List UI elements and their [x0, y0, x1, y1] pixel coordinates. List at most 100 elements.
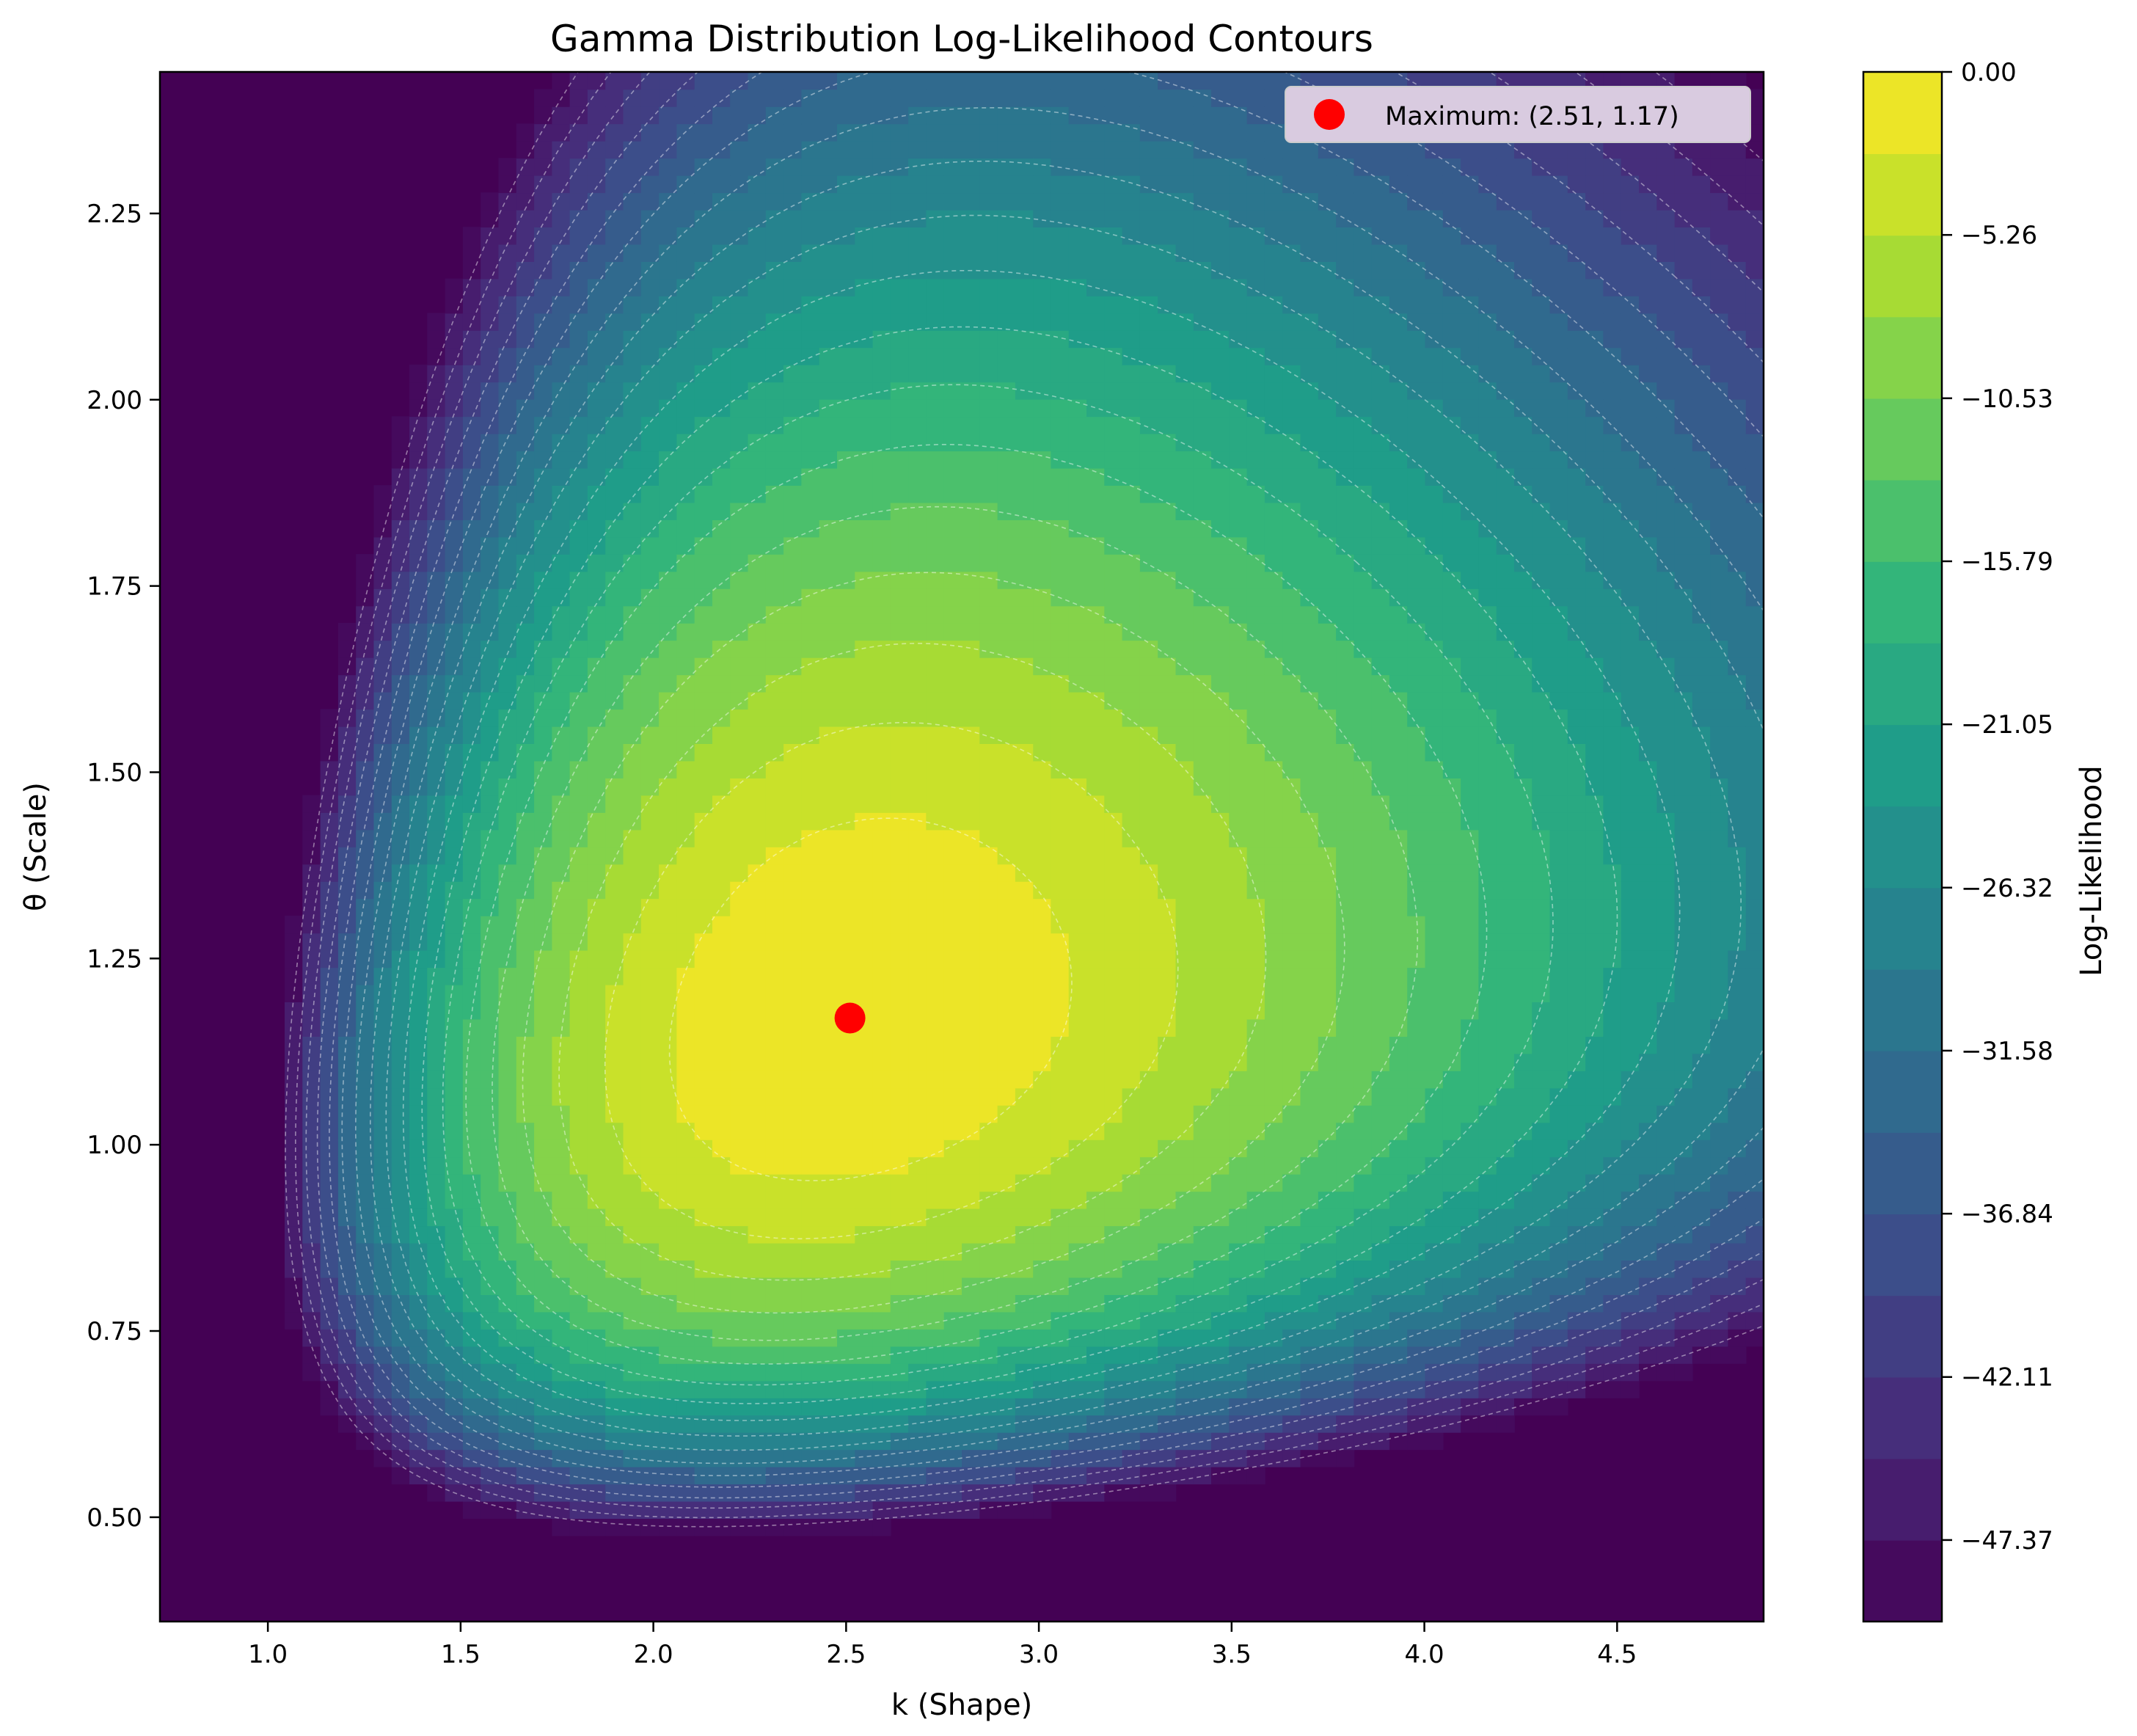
contour-cell — [1068, 915, 1087, 934]
contour-cell — [409, 898, 428, 916]
contour-cell — [1300, 519, 1319, 538]
contour-cell — [801, 640, 820, 658]
contour-cell — [783, 1087, 803, 1106]
contour-cell — [1175, 1087, 1194, 1106]
contour-cell — [1211, 984, 1230, 1002]
contour-cell — [623, 880, 642, 900]
contour-cell — [623, 347, 642, 365]
contour-cell — [855, 1208, 874, 1227]
contour-cell — [730, 1329, 749, 1347]
contour-cell — [409, 1277, 428, 1295]
contour-cell — [1175, 330, 1194, 349]
contour-cell — [1211, 72, 1230, 90]
contour-cell — [1051, 382, 1070, 400]
contour-cell — [445, 847, 464, 865]
contour-cell — [640, 1397, 660, 1416]
contour-cell — [694, 571, 713, 589]
contour-cell — [302, 933, 321, 951]
contour-cell — [1371, 296, 1390, 314]
contour-cell — [356, 1397, 375, 1416]
contour-cell — [926, 847, 945, 865]
contour-cell — [1354, 1018, 1373, 1037]
contour-cell — [587, 1242, 606, 1261]
contour-cell — [962, 1363, 981, 1382]
contour-cell — [481, 1260, 500, 1278]
contour-cell — [979, 588, 998, 607]
contour-cell — [997, 227, 1016, 245]
contour-cell — [890, 1002, 909, 1020]
contour-cell — [1229, 296, 1248, 314]
contour-cell — [481, 244, 500, 262]
contour-cell — [1354, 1397, 1373, 1416]
contour-cell — [373, 1363, 392, 1382]
contour-cell — [712, 140, 731, 159]
contour-cell — [1122, 1036, 1141, 1054]
contour-cell — [587, 1225, 606, 1244]
contour-cell — [1264, 622, 1283, 641]
contour-cell — [1246, 898, 1265, 916]
contour-cell — [855, 709, 874, 727]
contour-cell — [1389, 1208, 1408, 1227]
contour-cell — [730, 1277, 749, 1295]
contour-cell — [1300, 1122, 1319, 1140]
contour-cell — [1282, 347, 1301, 365]
contour-cell — [872, 933, 891, 951]
contour-cell — [979, 244, 998, 262]
contour-cell — [1068, 106, 1087, 125]
contour-cell — [1158, 554, 1177, 572]
contour-cell — [748, 847, 767, 865]
contour-cell — [1104, 433, 1123, 452]
contour-cell — [285, 1139, 304, 1158]
contour-cell — [997, 140, 1016, 159]
contour-cell — [676, 674, 695, 693]
contour-cell — [552, 296, 571, 314]
contour-cell — [337, 898, 357, 916]
contour-cell — [890, 89, 909, 107]
contour-cell — [1033, 984, 1052, 1002]
contour-cell — [1246, 1449, 1265, 1467]
contour-cell — [855, 227, 874, 245]
contour-cell — [730, 1432, 749, 1451]
contour-cell — [1158, 519, 1177, 538]
contour-cell — [1246, 795, 1265, 813]
contour-cell — [659, 1500, 678, 1519]
contour-cell — [640, 847, 660, 865]
contour-cell — [855, 140, 874, 159]
contour-cell — [1033, 967, 1052, 985]
contour-cell — [1175, 795, 1194, 813]
contour-cell — [1300, 192, 1319, 211]
contour-cell — [1193, 330, 1212, 349]
contour-cell — [1015, 554, 1034, 572]
contour-cell — [926, 657, 945, 676]
contour-cell — [765, 898, 784, 916]
contour-cell — [1371, 829, 1390, 847]
contour-cell — [943, 709, 962, 727]
contour-cell — [926, 864, 945, 882]
contour-cell — [872, 1173, 891, 1192]
contour-cell — [409, 622, 428, 641]
contour-cell — [373, 1260, 392, 1278]
contour-cell — [890, 106, 909, 125]
contour-cell — [997, 1139, 1016, 1158]
contour-cell — [1282, 1002, 1301, 1020]
contour-cell — [427, 519, 446, 538]
contour-cell — [427, 1242, 446, 1261]
contour-cell — [872, 1156, 891, 1175]
contour-cell — [409, 1156, 428, 1175]
contour-cell — [997, 158, 1016, 176]
contour-cell — [676, 1208, 695, 1227]
contour-cell — [765, 1208, 784, 1227]
contour-cell — [427, 709, 446, 727]
contour-cell — [1336, 674, 1355, 693]
contour-cell — [1033, 1294, 1052, 1313]
contour-cell — [1068, 605, 1087, 624]
contour-cell — [1033, 1191, 1052, 1209]
contour-cell — [1318, 726, 1337, 744]
contour-cell — [819, 1122, 838, 1140]
contour-cell — [1175, 536, 1194, 555]
contour-cell — [373, 1173, 392, 1192]
contour-cell — [926, 175, 945, 194]
contour-cell — [979, 1105, 998, 1123]
contour-cell — [1104, 743, 1123, 762]
contour-cell — [1015, 933, 1034, 951]
